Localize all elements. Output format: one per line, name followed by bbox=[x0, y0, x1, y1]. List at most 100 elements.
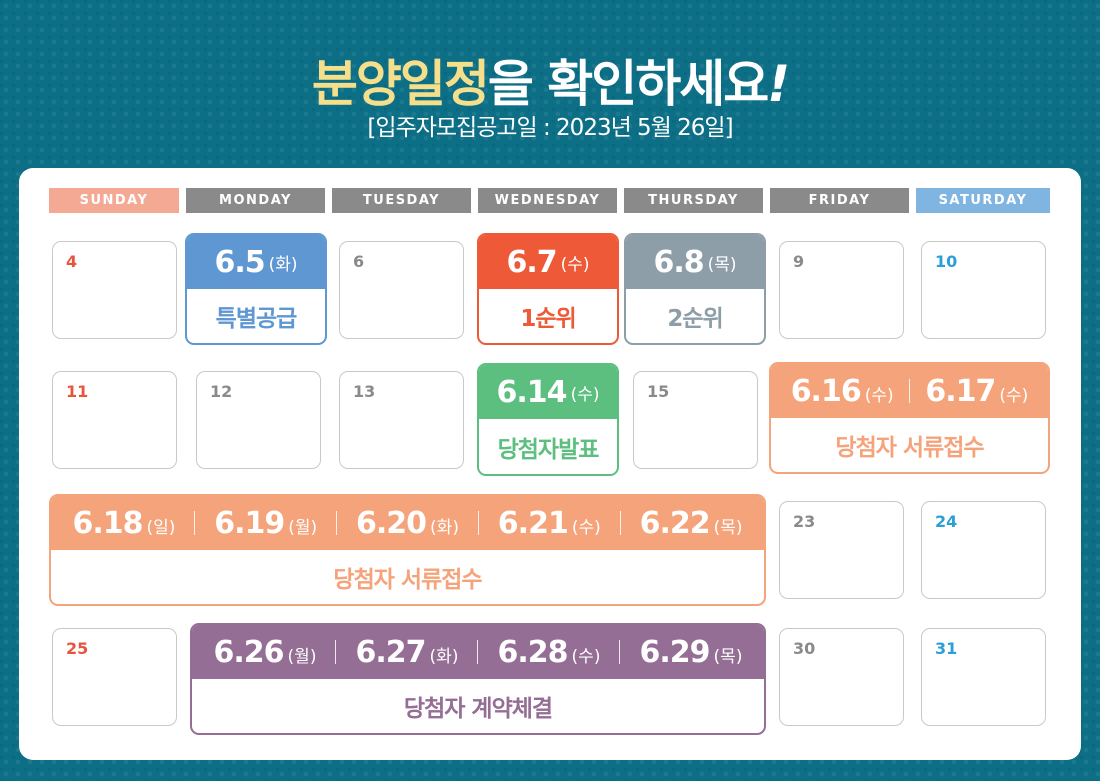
day-cell: 25 bbox=[52, 628, 177, 726]
day-number: 11 bbox=[66, 382, 89, 401]
day-cell: 10 bbox=[921, 241, 1046, 339]
event-date-group: 6.27 (화) bbox=[356, 635, 459, 670]
date-divider bbox=[336, 511, 338, 535]
event-date-bar: 6.16 (수) 6.17 (수) bbox=[771, 364, 1048, 418]
event-document-submission: 6.18 (일) 6.19 (월) 6.20 (화) 6.21 (수) 6.22 (목) … bbox=[49, 494, 766, 606]
event-label: 특별공급 bbox=[215, 306, 298, 332]
day-number: 12 bbox=[210, 382, 233, 401]
day-number: 30 bbox=[793, 639, 816, 658]
event-date-bar: 6.8 (목) bbox=[626, 235, 764, 289]
event-date: 6.16 bbox=[790, 373, 862, 409]
event-date: 6.19 bbox=[214, 505, 285, 541]
day-number: 31 bbox=[935, 639, 958, 658]
date-divider bbox=[194, 511, 196, 535]
event-date-bar: 6.7 (수) bbox=[479, 235, 617, 289]
event-date-group: 6.20 (화) bbox=[356, 506, 459, 541]
event-date: 6.21 bbox=[497, 505, 569, 541]
event-weekday: (화) bbox=[429, 646, 459, 667]
event-date-group: 6.29 (목) bbox=[640, 635, 743, 670]
event-special-supply: 6.5 (화) 특별공급 bbox=[185, 233, 327, 345]
event-date: 6.29 bbox=[639, 634, 711, 670]
event-date-group: 6.16 (수) bbox=[791, 374, 894, 409]
event-label: 당첨자 서류접수 bbox=[835, 435, 984, 461]
event-label: 1순위 bbox=[520, 306, 576, 332]
event-weekday: (수) bbox=[570, 384, 600, 405]
day-cell: 12 bbox=[196, 371, 321, 469]
date-divider bbox=[477, 640, 479, 664]
title-rest: 을 확인하세요 bbox=[487, 55, 769, 113]
day-number: 9 bbox=[793, 252, 805, 271]
event-date: 6.28 bbox=[497, 634, 569, 670]
event-date: 6.20 bbox=[356, 505, 427, 541]
event-contract-signing: 6.26 (월) 6.27 (화) 6.28 (수) 6.29 (목) 당첨자 계약체결 bbox=[190, 623, 766, 735]
date-divider bbox=[619, 640, 621, 664]
event-date-bar: 6.5 (화) bbox=[187, 235, 325, 289]
event-date-bar: 6.26 (월) 6.27 (화) 6.28 (수) 6.29 (목) bbox=[192, 625, 764, 679]
event-date-group: 6.17 (수) bbox=[925, 374, 1028, 409]
event-date: 6.17 bbox=[925, 373, 996, 409]
event-label: 당첨자 서류접수 bbox=[333, 567, 482, 593]
event-date-group: 6.21 (수) bbox=[498, 506, 601, 541]
event-weekday: (화) bbox=[430, 517, 459, 538]
event-weekday: (수) bbox=[560, 254, 590, 275]
day-number: 4 bbox=[66, 252, 78, 271]
weekday-header-tuesday: TUESDAY bbox=[332, 188, 471, 213]
event-weekday: (월) bbox=[288, 517, 318, 538]
event-date: 6.27 bbox=[355, 634, 427, 670]
event-document-submission: 6.16 (수) 6.17 (수) 당첨자 서류접수 bbox=[769, 362, 1050, 474]
announcement-date: [입주자모집공고일 : 2023년 5월 26일] bbox=[367, 115, 733, 141]
page-title: 분양일정을 확인하세요! bbox=[0, 44, 1100, 116]
weekday-header-saturday: SATURDAY bbox=[916, 188, 1050, 213]
day-number: 10 bbox=[935, 252, 958, 271]
event-weekday: (월) bbox=[287, 646, 317, 667]
event-weekday: (목) bbox=[713, 517, 743, 538]
event-second-rank: 6.8 (목) 2순위 bbox=[624, 233, 766, 345]
event-date: 6.5 bbox=[214, 244, 265, 280]
event-date: 6.18 bbox=[72, 505, 143, 541]
day-number: 23 bbox=[793, 512, 816, 531]
weekday-header-friday: FRIDAY bbox=[770, 188, 909, 213]
weekday-header-sunday: SUNDAY bbox=[49, 188, 179, 213]
event-winner-announcement: 6.14 (수) 당첨자발표 bbox=[477, 363, 619, 476]
event-date-group: 6.22 (목) bbox=[640, 506, 743, 541]
event-weekday: (수) bbox=[864, 385, 894, 406]
date-divider bbox=[909, 379, 910, 403]
day-cell: 30 bbox=[779, 628, 904, 726]
event-date-group: 6.19 (월) bbox=[214, 506, 317, 541]
event-date: 6.14 bbox=[496, 374, 568, 410]
event-first-rank: 6.7 (수) 1순위 bbox=[477, 233, 619, 345]
event-date-group: 6.28 (수) bbox=[498, 635, 601, 670]
weekday-header-wednesday: WEDNESDAY bbox=[478, 188, 617, 213]
weekday-header-monday: MONDAY bbox=[186, 188, 325, 213]
day-cell: 13 bbox=[339, 371, 464, 469]
day-cell: 24 bbox=[921, 501, 1046, 599]
event-weekday: (목) bbox=[707, 254, 737, 275]
day-number: 13 bbox=[353, 382, 376, 401]
day-cell: 23 bbox=[779, 501, 904, 599]
event-date-group: 6.26 (월) bbox=[214, 635, 317, 670]
day-number: 15 bbox=[647, 382, 670, 401]
day-number: 24 bbox=[935, 512, 958, 531]
event-weekday: (수) bbox=[999, 385, 1029, 406]
day-cell: 9 bbox=[779, 241, 904, 339]
date-divider bbox=[619, 511, 621, 535]
event-date-group: 6.18 (일) bbox=[72, 506, 175, 541]
event-label: 2순위 bbox=[667, 306, 723, 332]
event-weekday: (수) bbox=[571, 646, 601, 667]
day-cell: 4 bbox=[52, 241, 177, 339]
day-cell: 31 bbox=[921, 628, 1046, 726]
day-cell: 15 bbox=[633, 371, 758, 469]
date-divider bbox=[477, 511, 479, 535]
weekday-header-thursday: THURSDAY bbox=[624, 188, 763, 213]
day-number: 25 bbox=[66, 639, 89, 658]
day-cell: 11 bbox=[52, 371, 177, 469]
event-date: 6.7 bbox=[506, 244, 557, 280]
event-weekday: (화) bbox=[268, 254, 298, 275]
event-date: 6.22 bbox=[639, 505, 711, 541]
event-date-bar: 6.14 (수) bbox=[479, 365, 617, 419]
event-weekday: (수) bbox=[571, 517, 601, 538]
event-date: 6.8 bbox=[653, 244, 704, 280]
day-cell: 6 bbox=[339, 241, 464, 339]
event-label: 당첨자발표 bbox=[497, 436, 600, 463]
event-weekday: (목) bbox=[713, 646, 743, 667]
